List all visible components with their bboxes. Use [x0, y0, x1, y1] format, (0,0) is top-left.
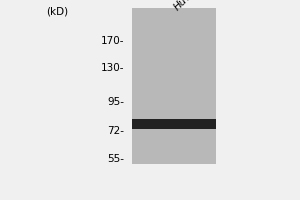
- Text: (kD): (kD): [46, 6, 68, 16]
- Text: 72-: 72-: [107, 126, 124, 136]
- Bar: [132, 119, 216, 129]
- Text: 170-: 170-: [101, 36, 124, 46]
- Text: HuvEc: HuvEc: [172, 0, 203, 12]
- Text: 130-: 130-: [101, 63, 124, 73]
- Text: 95-: 95-: [107, 97, 124, 107]
- Bar: [132, 8, 216, 164]
- Text: 55-: 55-: [107, 154, 124, 164]
